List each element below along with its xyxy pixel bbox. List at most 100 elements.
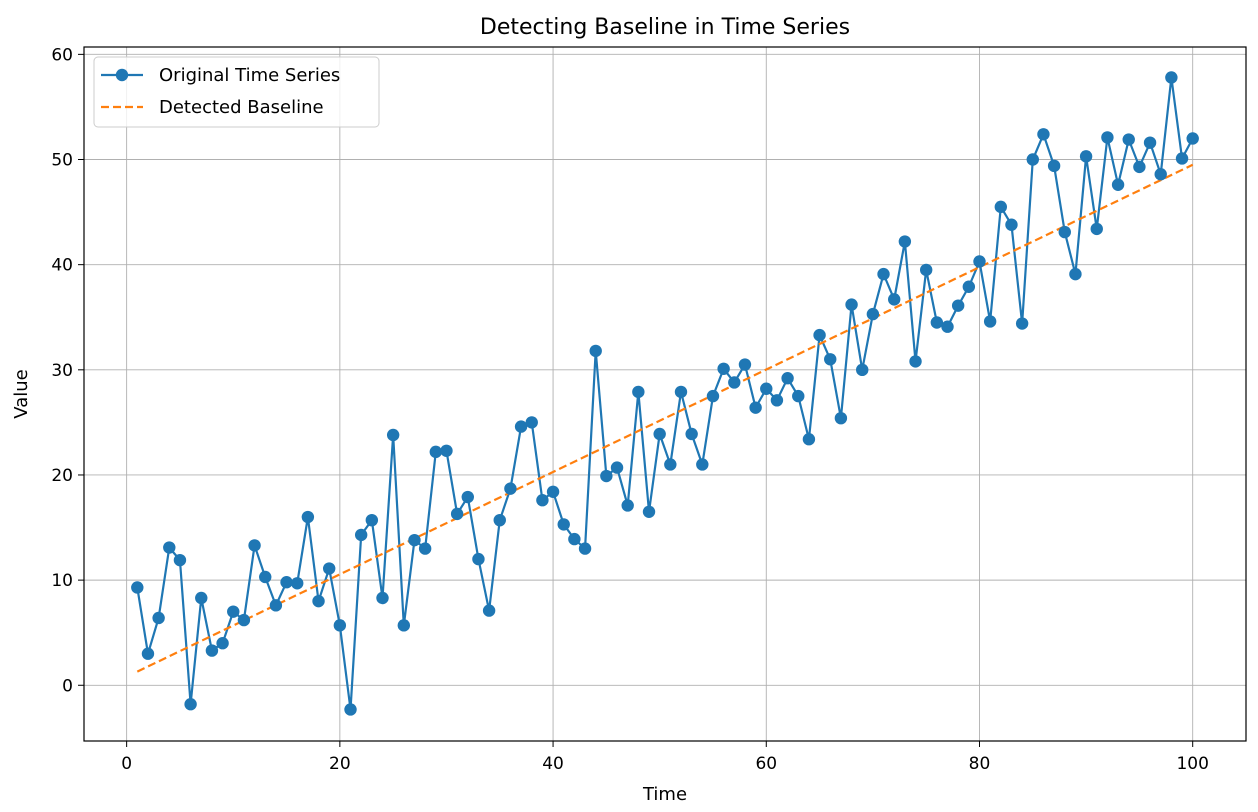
- data-point: [472, 552, 485, 566]
- data-point: [1026, 153, 1039, 166]
- data-point: [1079, 150, 1093, 163]
- data-point: [344, 703, 357, 716]
- x-tick-label: 0: [121, 754, 132, 774]
- data-point: [1133, 160, 1146, 174]
- data-point: [504, 482, 517, 495]
- data-point: [1175, 152, 1189, 165]
- data-point: [1111, 178, 1125, 191]
- data-point: [792, 389, 805, 403]
- data-point: [834, 411, 848, 425]
- data-point: [493, 513, 506, 527]
- data-point: [259, 570, 272, 584]
- data-point: [642, 505, 656, 518]
- data-point: [514, 420, 528, 433]
- series-line-original: [136, 76, 1194, 711]
- data-point: [706, 389, 720, 403]
- data-point: [536, 494, 549, 507]
- data-point: [866, 307, 880, 321]
- data-point: [738, 358, 752, 371]
- data-point: [610, 461, 624, 474]
- data-point: [227, 605, 240, 618]
- y-tick-label: 40: [51, 256, 73, 276]
- series-layer: [131, 71, 1199, 716]
- data-point: [1005, 218, 1018, 231]
- data-point: [184, 697, 197, 711]
- data-point: [418, 542, 432, 555]
- x-tick-label: 40: [542, 754, 564, 774]
- data-point: [354, 528, 368, 542]
- data-point: [1069, 267, 1082, 281]
- data-point: [482, 604, 496, 617]
- data-point: [163, 541, 176, 554]
- data-point: [1154, 168, 1167, 181]
- data-point: [994, 200, 1008, 214]
- legend: Original Time Series Detected Baseline: [93, 56, 380, 128]
- data-point: [141, 647, 155, 660]
- data-point: [632, 385, 645, 399]
- data-point: [237, 613, 251, 627]
- x-tick-label: 80: [969, 754, 991, 774]
- data-point: [600, 469, 613, 483]
- data-point: [248, 539, 261, 552]
- data-point: [1122, 133, 1135, 146]
- data-point: [1058, 225, 1071, 239]
- data-point: [898, 235, 912, 248]
- legend-label-original: Original Time Series: [159, 65, 340, 86]
- y-tick-label: 0: [62, 676, 73, 696]
- data-point: [813, 328, 826, 342]
- data-point: [525, 416, 538, 429]
- data-point: [962, 280, 976, 293]
- data-point: [973, 255, 986, 268]
- chart-title: Detecting Baseline in Time Series: [480, 15, 850, 40]
- data-point: [983, 315, 997, 328]
- data-point: [376, 591, 389, 605]
- data-point: [131, 581, 144, 594]
- data-point: [429, 445, 442, 459]
- y-tick-label: 60: [51, 45, 73, 65]
- data-point: [760, 382, 773, 395]
- data-point: [450, 507, 464, 521]
- data-point: [728, 376, 741, 389]
- data-point: [696, 458, 709, 471]
- x-tick-label: 20: [329, 754, 351, 774]
- x-axis-label: Time: [642, 784, 687, 805]
- data-point: [909, 355, 922, 368]
- data-point: [674, 385, 688, 399]
- y-tick-label: 30: [51, 361, 73, 381]
- data-point: [301, 510, 315, 524]
- data-point: [216, 637, 229, 650]
- data-point: [951, 299, 965, 312]
- data-point: [781, 372, 794, 385]
- data-point: [877, 267, 890, 281]
- data-point: [1186, 132, 1199, 145]
- data-point: [557, 518, 570, 531]
- data-point: [621, 499, 634, 512]
- data-point: [568, 532, 581, 546]
- x-tick-label: 100: [1176, 754, 1208, 774]
- data-point: [578, 542, 592, 555]
- data-point: [941, 320, 954, 333]
- data-point: [291, 577, 304, 590]
- data-point: [461, 490, 474, 504]
- data-point: [919, 263, 933, 277]
- legend-label-baseline: Detected Baseline: [159, 97, 324, 118]
- data-point: [1143, 136, 1157, 149]
- data-point: [440, 444, 453, 457]
- data-point: [173, 553, 187, 567]
- data-point: [152, 611, 165, 625]
- data-point: [1015, 317, 1029, 330]
- y-tick-label: 50: [51, 151, 73, 171]
- legend-box: [93, 56, 380, 128]
- data-point: [269, 599, 283, 612]
- data-point: [408, 533, 421, 547]
- grid: [84, 47, 1246, 741]
- ticks: 0 20 40 60 80 100 0 10 20 30 40 50 60: [51, 45, 1209, 774]
- data-point: [386, 428, 400, 442]
- data-point: [888, 293, 901, 306]
- y-tick-label: 20: [51, 466, 73, 486]
- data-point: [653, 427, 666, 441]
- data-point: [546, 485, 560, 498]
- series-line-baseline: [136, 163, 1194, 673]
- data-point: [749, 401, 762, 414]
